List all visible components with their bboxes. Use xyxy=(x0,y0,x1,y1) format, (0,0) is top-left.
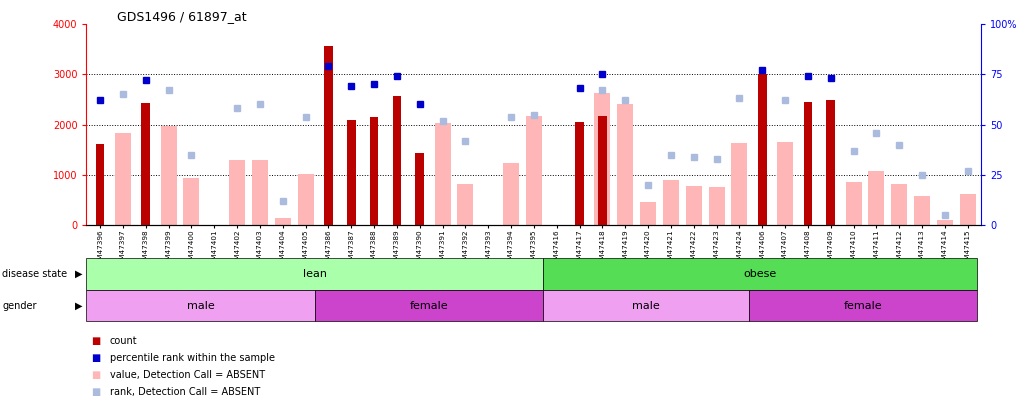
Text: lean: lean xyxy=(303,269,326,279)
Bar xyxy=(869,171,885,225)
Text: disease state: disease state xyxy=(2,269,67,279)
Text: ▶: ▶ xyxy=(75,301,82,311)
Bar xyxy=(803,102,813,225)
Text: percentile rank within the sample: percentile rank within the sample xyxy=(110,354,275,363)
Bar xyxy=(845,182,861,225)
Bar xyxy=(960,194,975,225)
Bar xyxy=(758,74,767,225)
Bar xyxy=(663,180,679,225)
Bar xyxy=(115,133,131,225)
Bar xyxy=(86,258,543,290)
Bar xyxy=(749,290,977,321)
Text: female: female xyxy=(410,301,448,311)
Text: female: female xyxy=(843,301,882,311)
Bar xyxy=(298,174,313,225)
Bar xyxy=(86,290,314,321)
Bar xyxy=(434,123,451,225)
Text: GDS1496 / 61897_at: GDS1496 / 61897_at xyxy=(117,10,246,23)
Bar xyxy=(275,218,291,225)
Bar xyxy=(415,153,424,225)
Bar xyxy=(458,184,474,225)
Text: gender: gender xyxy=(2,301,37,311)
Bar xyxy=(347,119,356,225)
Bar xyxy=(640,202,656,225)
Bar xyxy=(229,160,245,225)
Bar xyxy=(252,160,267,225)
Bar xyxy=(370,117,378,225)
Bar xyxy=(543,258,977,290)
Text: ■: ■ xyxy=(92,371,101,380)
Bar xyxy=(503,163,519,225)
Bar xyxy=(827,100,835,225)
Text: ▶: ▶ xyxy=(75,269,82,279)
Text: male: male xyxy=(187,301,215,311)
Text: ■: ■ xyxy=(92,388,101,397)
Bar xyxy=(731,143,747,225)
Text: ■: ■ xyxy=(92,337,101,346)
Bar xyxy=(891,184,907,225)
Bar xyxy=(393,96,402,225)
Bar xyxy=(617,104,634,225)
Bar xyxy=(543,290,749,321)
Bar xyxy=(709,187,724,225)
Text: male: male xyxy=(632,301,660,311)
Bar xyxy=(914,196,930,225)
Bar xyxy=(526,116,542,225)
Bar xyxy=(594,93,610,225)
Bar xyxy=(314,290,543,321)
Text: rank, Detection Call = ABSENT: rank, Detection Call = ABSENT xyxy=(110,388,260,397)
Bar xyxy=(937,220,953,225)
Text: ■: ■ xyxy=(92,354,101,363)
Bar xyxy=(324,46,333,225)
Text: value, Detection Call = ABSENT: value, Detection Call = ABSENT xyxy=(110,371,265,380)
Bar xyxy=(576,122,584,225)
Bar xyxy=(598,116,607,225)
Bar xyxy=(685,185,702,225)
Bar xyxy=(96,144,105,225)
Bar xyxy=(183,178,199,225)
Text: count: count xyxy=(110,337,137,346)
Text: obese: obese xyxy=(743,269,777,279)
Bar xyxy=(141,103,151,225)
Bar xyxy=(777,142,793,225)
Bar xyxy=(161,126,177,225)
